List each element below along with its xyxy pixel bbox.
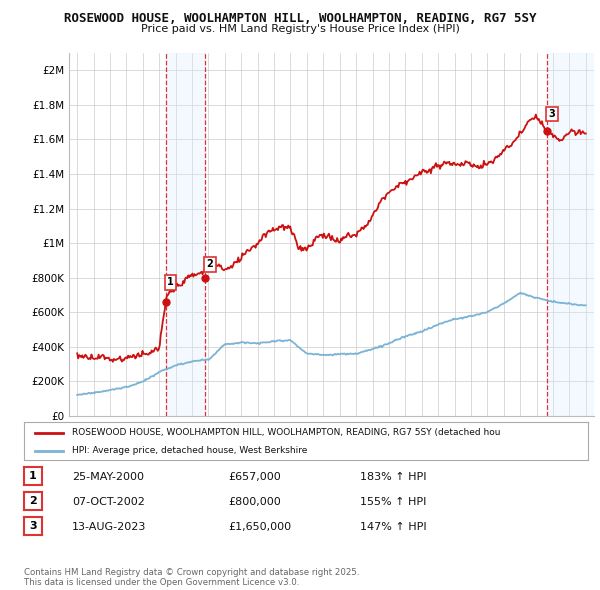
- Text: ROSEWOOD HOUSE, WOOLHAMPTON HILL, WOOLHAMPTON, READING, RG7 5SY (detached hou: ROSEWOOD HOUSE, WOOLHAMPTON HILL, WOOLHA…: [72, 428, 500, 437]
- Text: 155% ↑ HPI: 155% ↑ HPI: [360, 497, 427, 507]
- Text: 07-OCT-2002: 07-OCT-2002: [72, 497, 145, 507]
- Text: 1: 1: [29, 471, 37, 481]
- Text: ROSEWOOD HOUSE, WOOLHAMPTON HILL, WOOLHAMPTON, READING, RG7 5SY: ROSEWOOD HOUSE, WOOLHAMPTON HILL, WOOLHA…: [64, 12, 536, 25]
- Text: £800,000: £800,000: [228, 497, 281, 507]
- Text: 147% ↑ HPI: 147% ↑ HPI: [360, 522, 427, 532]
- Text: Contains HM Land Registry data © Crown copyright and database right 2025.
This d: Contains HM Land Registry data © Crown c…: [24, 568, 359, 587]
- Text: HPI: Average price, detached house, West Berkshire: HPI: Average price, detached house, West…: [72, 446, 307, 455]
- Text: £657,000: £657,000: [228, 473, 281, 482]
- Text: 2: 2: [206, 260, 213, 270]
- Bar: [547, 53, 594, 416]
- Text: 25-MAY-2000: 25-MAY-2000: [72, 473, 144, 482]
- Bar: [166, 53, 205, 416]
- Text: 3: 3: [29, 521, 37, 530]
- Text: 13-AUG-2023: 13-AUG-2023: [72, 522, 146, 532]
- Text: Price paid vs. HM Land Registry's House Price Index (HPI): Price paid vs. HM Land Registry's House …: [140, 24, 460, 34]
- Text: 3: 3: [548, 109, 555, 119]
- Text: 2: 2: [29, 496, 37, 506]
- Text: £1,650,000: £1,650,000: [228, 522, 291, 532]
- Text: 183% ↑ HPI: 183% ↑ HPI: [360, 473, 427, 482]
- Text: 1: 1: [167, 277, 174, 287]
